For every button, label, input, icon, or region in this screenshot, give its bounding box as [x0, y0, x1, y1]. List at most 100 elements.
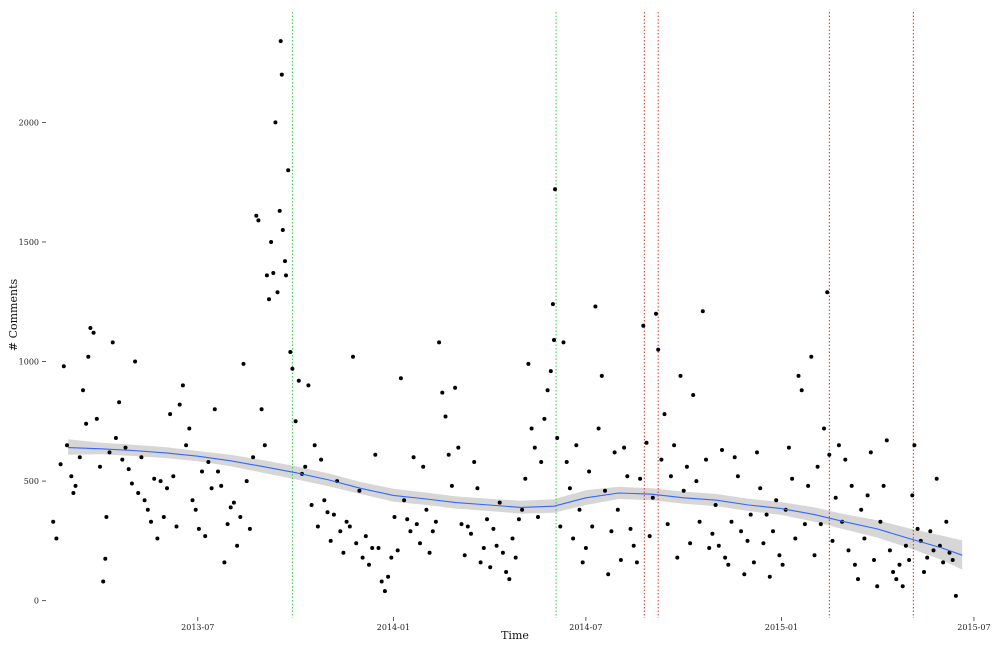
data-point [196, 526, 201, 531]
data-point [459, 522, 464, 527]
data-point [437, 340, 442, 345]
data-point [809, 354, 814, 359]
data-point [174, 524, 179, 529]
data-point [625, 474, 630, 479]
data-point [177, 402, 182, 407]
data-point [283, 259, 287, 264]
data-point [110, 340, 115, 345]
data-point [209, 486, 214, 491]
data-point [430, 529, 435, 534]
data-point [58, 462, 63, 467]
data-point [684, 464, 689, 469]
data-point [478, 560, 483, 565]
data-point [405, 517, 410, 522]
data-point [571, 536, 576, 541]
data-point [485, 517, 489, 522]
data-point [720, 448, 724, 452]
data-point [793, 536, 798, 541]
data-point [51, 519, 56, 524]
data-point [552, 338, 556, 342]
data-point [827, 452, 832, 457]
data-point [681, 488, 686, 493]
y-tick-label: 2000 [19, 118, 39, 127]
data-point [231, 500, 236, 505]
data-point [357, 488, 362, 493]
data-point [691, 393, 696, 397]
data-point [338, 529, 343, 534]
data-point [707, 546, 712, 550]
data-point [678, 373, 683, 378]
data-point [269, 240, 274, 244]
data-point [830, 538, 835, 543]
data-point [354, 541, 359, 546]
data-point [553, 187, 557, 192]
data-point [822, 426, 826, 431]
data-point [275, 290, 280, 295]
data-point [284, 273, 288, 278]
data-point [735, 474, 740, 479]
data-point [88, 326, 93, 330]
data-point [507, 577, 512, 582]
data-point [875, 584, 880, 589]
data-point [86, 354, 91, 359]
data-point [206, 460, 211, 464]
data-point [941, 560, 946, 565]
data-point [94, 416, 99, 421]
data-point [103, 556, 108, 561]
data-point [264, 273, 269, 278]
data-point [688, 541, 693, 546]
vertical-reference-lines [291, 12, 914, 618]
data-point [259, 407, 264, 412]
data-point [881, 483, 886, 488]
data-point [583, 546, 588, 550]
data-point [900, 584, 905, 589]
data-point [142, 498, 147, 503]
x-tick-label: 2014-01 [377, 623, 410, 632]
data-point [187, 426, 192, 431]
data-point [398, 376, 403, 381]
data-points-layer [51, 39, 958, 598]
data-point [161, 515, 166, 519]
data-point [315, 524, 320, 529]
data-point [868, 450, 873, 455]
data-point [758, 486, 763, 491]
data-point [402, 498, 407, 503]
data-point [251, 455, 256, 460]
data-point [61, 364, 66, 369]
data-point [165, 486, 169, 491]
data-point [513, 555, 518, 560]
data-point [606, 572, 611, 577]
data-point [129, 481, 134, 486]
data-point [659, 457, 664, 462]
data-point [774, 498, 779, 503]
data-point [386, 574, 391, 579]
data-point [925, 555, 930, 560]
data-point [532, 445, 537, 450]
data-point [859, 507, 864, 512]
data-point [922, 570, 926, 574]
data-point [494, 543, 499, 548]
data-point [322, 498, 327, 503]
data-point [755, 450, 759, 455]
data-point [184, 443, 189, 448]
data-point [465, 524, 470, 529]
data-point [216, 469, 220, 474]
data-point [271, 271, 276, 275]
data-point [456, 445, 461, 450]
data-point [273, 120, 278, 125]
data-point [475, 486, 480, 491]
x-axis-title: Time [501, 629, 529, 642]
data-point [567, 486, 572, 491]
data-point [716, 543, 721, 548]
data-point [212, 407, 217, 412]
data-point [745, 538, 750, 543]
data-point [497, 500, 502, 505]
data-point [418, 541, 422, 546]
data-point [373, 452, 378, 457]
data-point [278, 39, 283, 44]
data-point [392, 515, 397, 519]
x-tick-label: 2015-01 [765, 623, 798, 632]
data-point [155, 536, 160, 541]
data-point [644, 440, 649, 445]
